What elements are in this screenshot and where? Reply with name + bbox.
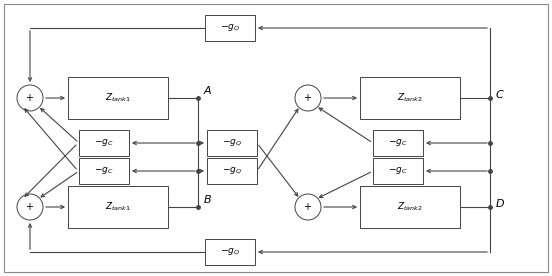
- Text: $-g_Q$: $-g_Q$: [222, 166, 242, 176]
- Text: $C$: $C$: [495, 88, 505, 100]
- Text: $-g_Q$: $-g_Q$: [220, 246, 240, 258]
- Text: $D$: $D$: [495, 197, 505, 209]
- Bar: [79, 158, 129, 184]
- Bar: [373, 158, 423, 184]
- Text: $+$: $+$: [25, 92, 35, 104]
- Text: $A$: $A$: [203, 84, 213, 96]
- Bar: [207, 158, 257, 184]
- Bar: [207, 130, 257, 156]
- Bar: [373, 130, 423, 156]
- Text: $+$: $+$: [304, 92, 312, 104]
- Text: $Z_{tank1}$: $Z_{tank1}$: [105, 92, 131, 104]
- Bar: [360, 186, 460, 228]
- Bar: [68, 186, 168, 228]
- Bar: [79, 130, 129, 156]
- Bar: [68, 77, 168, 119]
- Text: $Z_{tank1}$: $Z_{tank1}$: [105, 201, 131, 213]
- Bar: [360, 77, 460, 119]
- Text: $-g_C$: $-g_C$: [94, 166, 114, 176]
- Text: $-g_C$: $-g_C$: [388, 137, 408, 148]
- Text: $-g_C$: $-g_C$: [388, 166, 408, 176]
- Text: $Z_{tank2}$: $Z_{tank2}$: [397, 201, 423, 213]
- Text: $Z_{tank2}$: $Z_{tank2}$: [397, 92, 423, 104]
- Text: $+$: $+$: [304, 201, 312, 213]
- Text: $+$: $+$: [25, 201, 35, 213]
- Text: $-g_C$: $-g_C$: [94, 137, 114, 148]
- Text: $-g_Q$: $-g_Q$: [220, 23, 240, 33]
- Text: $B$: $B$: [203, 193, 212, 205]
- Bar: [205, 239, 255, 265]
- Bar: [205, 15, 255, 41]
- Text: $-g_Q$: $-g_Q$: [222, 138, 242, 148]
